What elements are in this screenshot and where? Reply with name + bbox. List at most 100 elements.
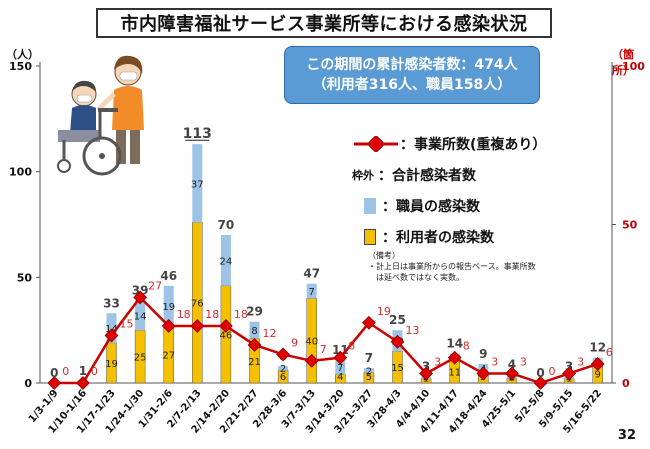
label-staff-value: 1	[566, 374, 572, 385]
facilities-point	[333, 350, 348, 365]
facilities-value-label: 19	[377, 305, 391, 318]
facilities-point	[447, 350, 462, 365]
bar-users	[563, 378, 575, 384]
label-staff-value: 2	[509, 373, 515, 384]
label-users-value: 27	[162, 350, 175, 361]
bar-users	[392, 351, 403, 384]
label-staff-value: 8	[251, 326, 257, 337]
bar-staff	[249, 321, 260, 339]
label-users-value: 15	[391, 363, 404, 374]
y-left-tick-label: 0	[24, 377, 32, 390]
bar-users	[249, 338, 260, 384]
label-users-value: 11	[448, 367, 461, 378]
facilities-value-label: 18	[234, 308, 248, 321]
label-staff-value: 24	[220, 256, 233, 267]
label-staff-value: 4	[480, 364, 486, 375]
x-tick-label: 2/21-2/27	[218, 388, 261, 436]
bar-staff	[335, 359, 346, 375]
label-total-value: 3	[565, 360, 573, 374]
cumulative-summary-box: この期間の累計感染者数：474人 （利用者316人、職員158人）	[284, 46, 540, 104]
bar-staff	[192, 144, 203, 223]
bar-users	[363, 372, 375, 384]
remarks-line-1: ・計上日は事業所からの報告ベース。事業所数	[368, 262, 536, 271]
legend-prefix-outside: 枠外	[352, 168, 374, 182]
facilities-point	[161, 319, 176, 333]
facilities-point	[533, 376, 548, 390]
x-tick-label: 1/3-1/9	[27, 388, 61, 425]
legend-item-staff: ：職員の感染数	[352, 190, 546, 221]
x-tick-label: 3/28-4/3	[366, 388, 404, 431]
legend-item-facilities: ：事業所数(重複あり）	[352, 128, 546, 159]
label-users-value: 2	[509, 372, 515, 383]
label-users-value: 46	[220, 330, 233, 341]
facilities-value-label: 7	[320, 343, 327, 356]
label-users-value: 40	[305, 337, 318, 348]
bar-staff	[478, 363, 489, 373]
label-users-value: 4	[337, 372, 343, 383]
legend-label-staff: ：職員の感染数	[382, 198, 480, 215]
legend-swatch-users	[364, 228, 376, 245]
facilities-value-label: 15	[120, 317, 134, 330]
label-users-value: 2	[566, 372, 572, 383]
bar-staff	[220, 235, 231, 286]
label-users-value: 9	[595, 369, 601, 380]
label-staff-value: 2	[280, 364, 286, 375]
label-staff-value: 1	[80, 378, 86, 389]
right-axis-unit: （箇所）	[612, 48, 634, 77]
facilities-value-label: 0	[549, 365, 556, 378]
bar-staff	[449, 353, 460, 360]
label-staff-value: 3	[595, 357, 601, 368]
facilities-point	[218, 319, 233, 333]
facilities-value-label: 18	[177, 308, 191, 321]
legend-marker-facilities	[354, 135, 398, 152]
label-total-value: 3	[422, 360, 430, 374]
legend-label-facilities: ：事業所数(重複あり）	[400, 136, 547, 153]
remarks-heading: （備考）	[368, 251, 400, 260]
remarks-note: （備考） ・計上日は事業所からの報告ベース。事業所数 は延べ数ではなく実数。	[368, 250, 568, 283]
y-right-tick-label: 50	[622, 219, 638, 232]
bar-staff	[363, 368, 374, 373]
facilities-point	[504, 366, 519, 381]
label-total-value: 47	[303, 267, 320, 281]
facilities-point	[75, 376, 90, 390]
facilities-point	[590, 357, 605, 371]
x-tick-label: 2/7-2/13	[165, 388, 203, 431]
x-tick-label: 4/18-4/24	[447, 388, 490, 436]
bar-users	[306, 298, 317, 384]
x-tick-label: 1/24-1/30	[104, 388, 147, 436]
label-total-value: 11	[332, 343, 349, 357]
label-users-value: 19	[105, 359, 118, 370]
bar-staff	[278, 366, 289, 371]
bar-users	[592, 363, 603, 384]
facilities-value-label: 12	[263, 327, 277, 340]
bar-users	[335, 374, 346, 384]
page-number: 32	[617, 428, 636, 443]
legend-label-total: ：合計感染者数	[378, 167, 476, 184]
chart-legend: ：事業所数(重複あり） 枠外 ：合計感染者数 ：職員の感染数 ：利用者の感染数	[352, 128, 546, 252]
label-total-value: 8	[279, 349, 287, 363]
bar-staff	[135, 300, 146, 331]
facilities-value-label: 8	[463, 340, 470, 353]
label-users-value: 5	[366, 372, 372, 383]
facilities-point	[562, 366, 577, 381]
x-tick-label: 3/14-3/20	[304, 388, 347, 436]
y-left-tick-label: 100	[9, 166, 32, 179]
x-tick-label: 3/21-3/27	[333, 388, 376, 436]
label-users-value: 76	[191, 299, 204, 310]
facilities-point	[47, 376, 62, 390]
remarks-line-2: は延べ数ではなく実数。	[368, 273, 464, 282]
label-staff-value: 3	[452, 353, 458, 364]
facilities-point	[361, 315, 376, 330]
bar-staff	[564, 376, 575, 379]
y-right-tick-label: 0	[622, 377, 630, 390]
bar-users	[134, 329, 146, 384]
summary-breakdown: （利用者316人、職員158人）	[312, 77, 512, 93]
bar-staff	[506, 374, 517, 379]
x-tick-label: 2/14-2/20	[190, 388, 233, 436]
label-users-value: 6	[280, 372, 286, 383]
label-total-value: 29	[246, 305, 263, 319]
label-total-value: 4	[508, 358, 516, 372]
x-tick-label: 4/11-4/17	[418, 388, 461, 436]
bar-users	[478, 372, 489, 384]
label-total-value: 9	[479, 347, 487, 361]
